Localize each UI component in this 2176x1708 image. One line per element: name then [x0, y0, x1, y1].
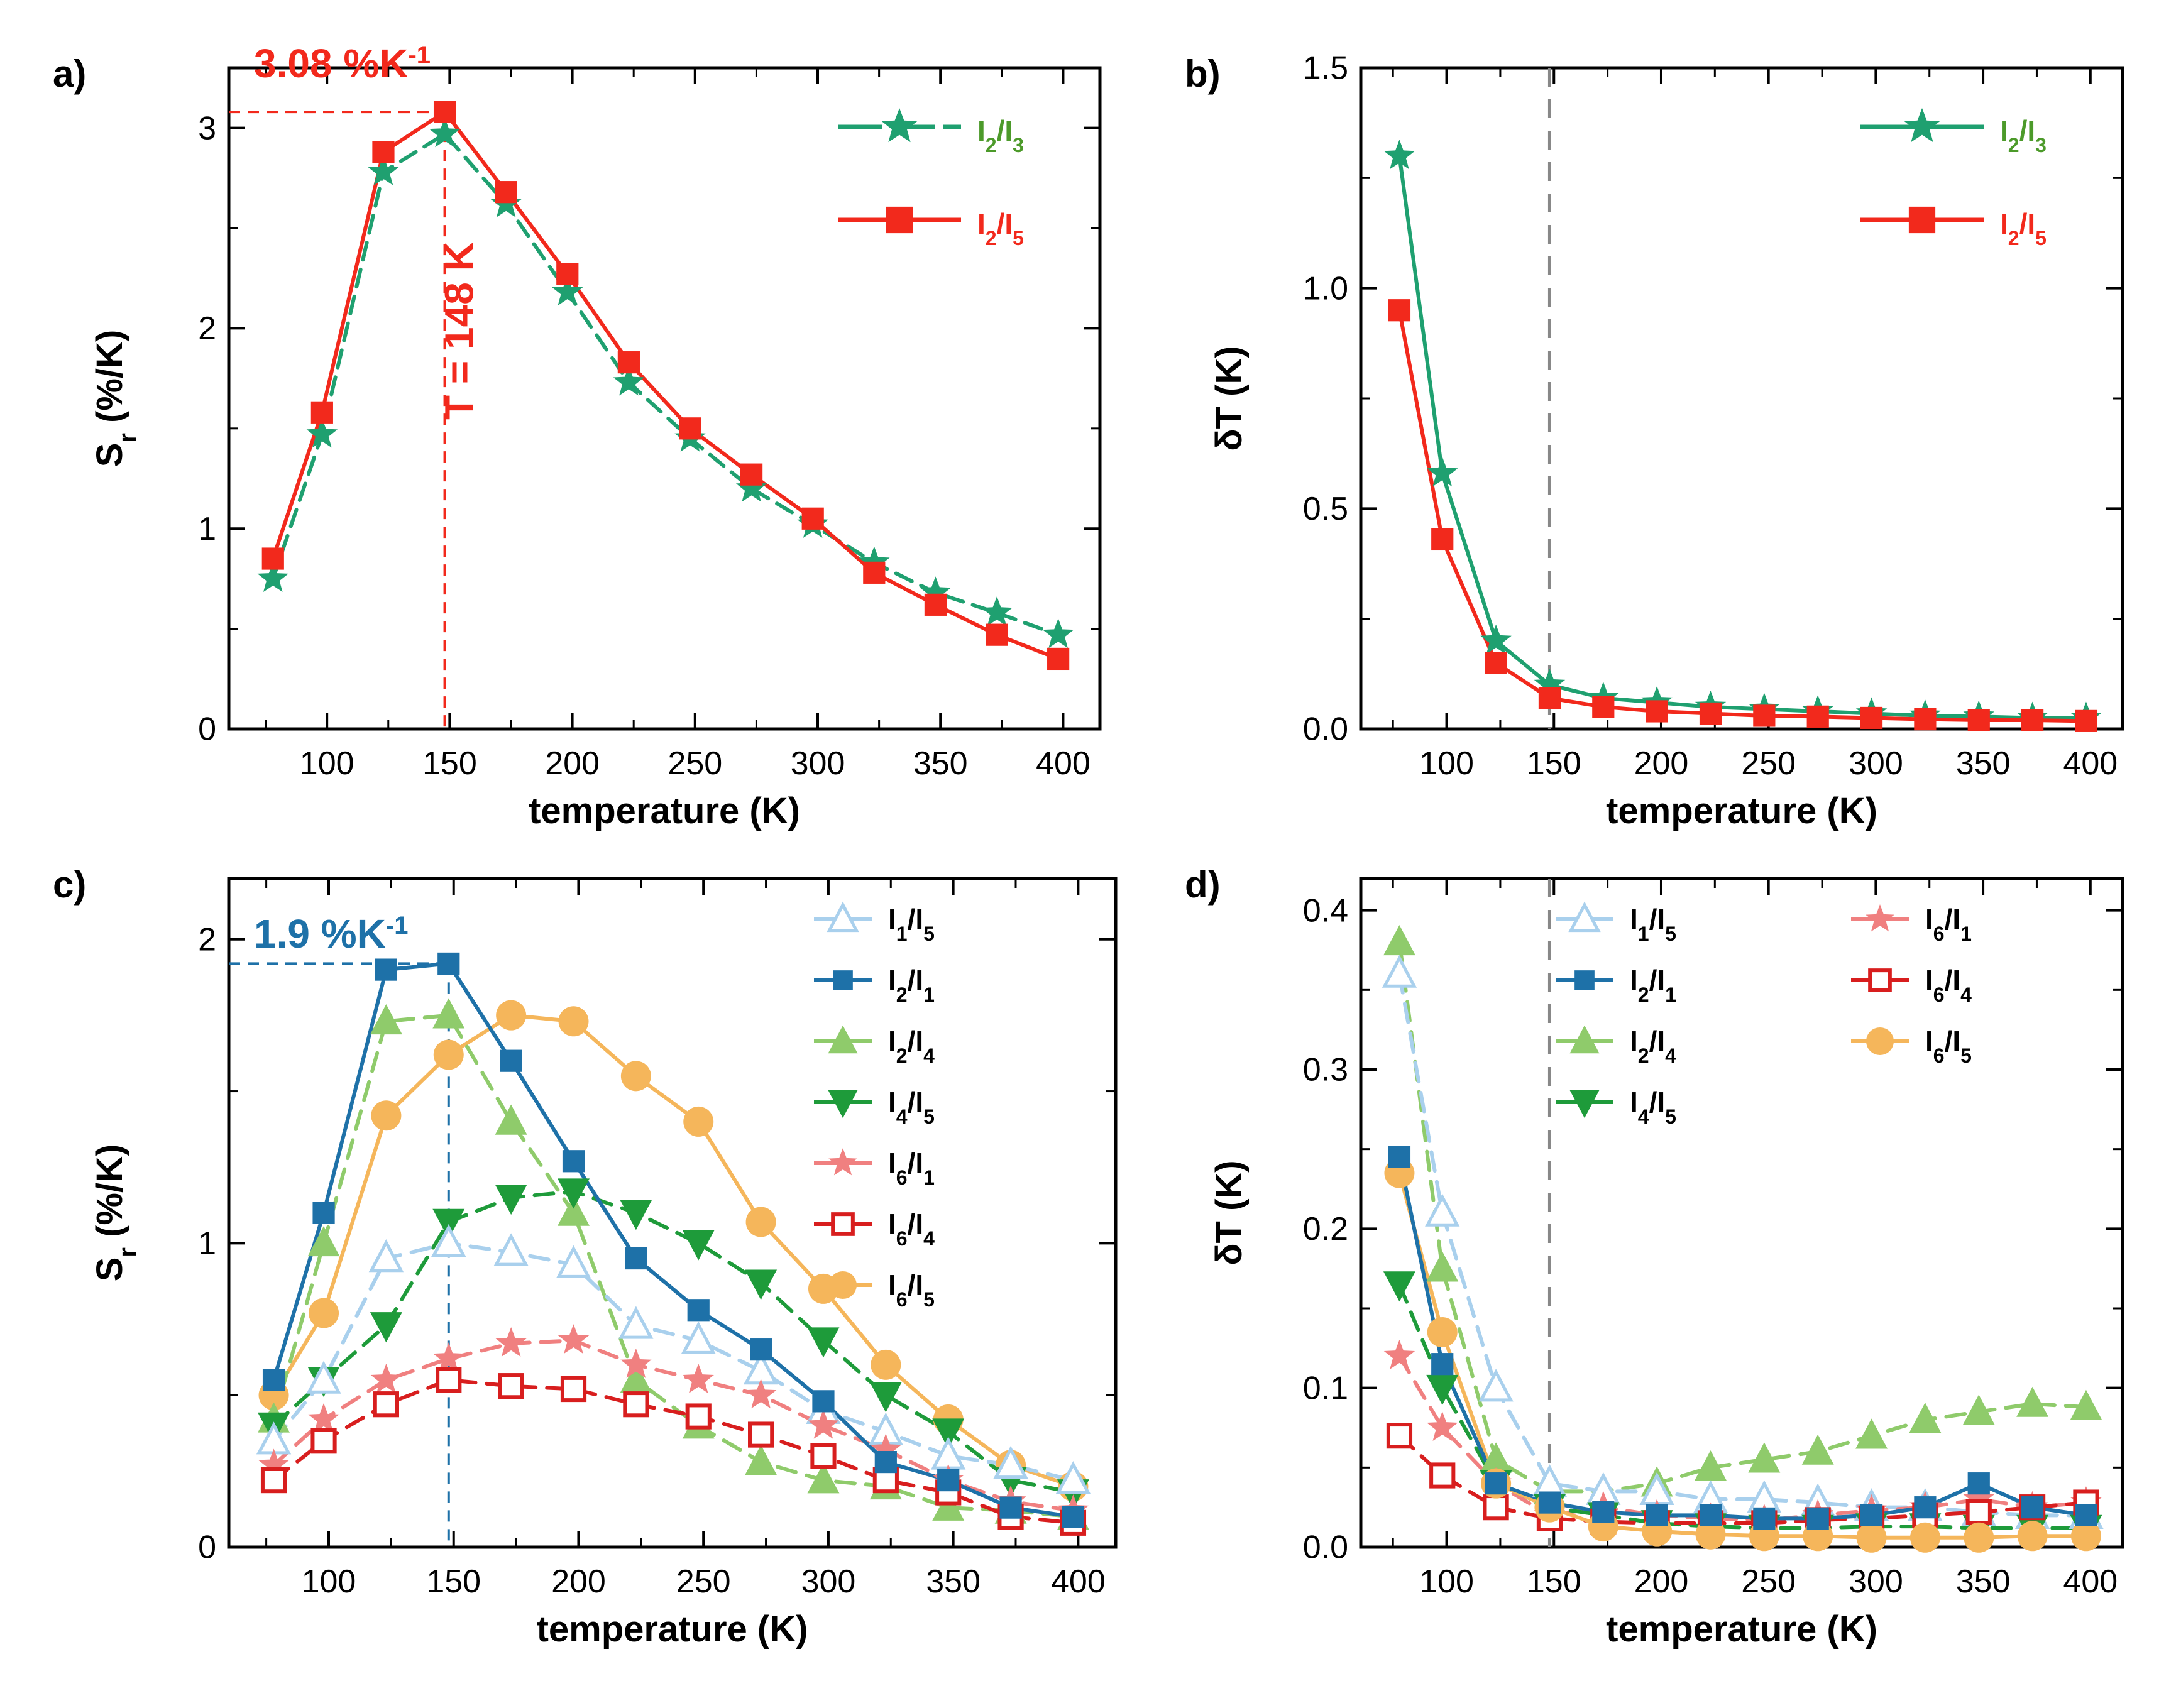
svg-text:δT (K): δT (K) — [1209, 1160, 1250, 1265]
svg-text:1: 1 — [198, 1225, 216, 1262]
svg-text:d): d) — [1185, 863, 1221, 906]
svg-text:0.1: 0.1 — [1303, 1370, 1348, 1406]
svg-text:T = 148 K: T = 148 K — [437, 242, 482, 420]
svg-text:350: 350 — [1956, 1563, 2011, 1600]
svg-text:400: 400 — [2063, 745, 2118, 782]
svg-text:300: 300 — [1849, 745, 1903, 782]
svg-text:a): a) — [53, 53, 86, 95]
svg-text:0: 0 — [198, 711, 216, 748]
svg-text:2: 2 — [198, 921, 216, 958]
svg-text:250: 250 — [676, 1563, 731, 1600]
svg-text:400: 400 — [1051, 1563, 1106, 1600]
svg-text:c): c) — [53, 863, 86, 906]
svg-text:150: 150 — [1527, 745, 1581, 782]
svg-text:3: 3 — [198, 110, 216, 146]
svg-text:temperature (K): temperature (K) — [529, 791, 800, 831]
svg-text:temperature (K): temperature (K) — [537, 1609, 808, 1650]
svg-text:200: 200 — [545, 745, 600, 782]
svg-text:250: 250 — [1741, 1563, 1796, 1600]
svg-text:300: 300 — [791, 745, 845, 782]
svg-text:0.5: 0.5 — [1303, 491, 1348, 527]
svg-text:150: 150 — [426, 1563, 481, 1600]
svg-text:0.0: 0.0 — [1303, 1530, 1348, 1566]
svg-text:350: 350 — [926, 1563, 981, 1600]
svg-text:100: 100 — [1419, 1563, 1474, 1600]
svg-text:100: 100 — [300, 745, 354, 782]
svg-text:400: 400 — [1036, 745, 1091, 782]
svg-text:0.3: 0.3 — [1303, 1052, 1348, 1088]
svg-text:δT (K): δT (K) — [1209, 346, 1250, 451]
svg-text:300: 300 — [801, 1563, 856, 1600]
svg-text:1.9 %K-1: 1.9 %K-1 — [254, 911, 408, 956]
svg-text:1.0: 1.0 — [1303, 270, 1348, 307]
svg-text:150: 150 — [1527, 1563, 1581, 1600]
svg-text:b): b) — [1185, 53, 1221, 95]
svg-text:100: 100 — [1419, 745, 1474, 782]
svg-text:400: 400 — [2063, 1563, 2118, 1600]
svg-text:100: 100 — [302, 1563, 356, 1600]
svg-text:0: 0 — [198, 1530, 216, 1566]
svg-text:250: 250 — [668, 745, 722, 782]
svg-text:350: 350 — [1956, 745, 2011, 782]
svg-text:3.08 %K-1: 3.08 %K-1 — [254, 41, 431, 86]
svg-text:200: 200 — [1634, 745, 1689, 782]
svg-text:200: 200 — [551, 1563, 606, 1600]
svg-text:2: 2 — [198, 310, 216, 347]
svg-text:0.0: 0.0 — [1303, 711, 1348, 748]
svg-text:250: 250 — [1741, 745, 1796, 782]
svg-text:temperature (K): temperature (K) — [1606, 1609, 1877, 1650]
svg-text:200: 200 — [1634, 1563, 1689, 1600]
svg-text:350: 350 — [913, 745, 968, 782]
svg-text:0.4: 0.4 — [1303, 892, 1348, 929]
svg-text:0.2: 0.2 — [1303, 1211, 1348, 1247]
svg-text:1: 1 — [198, 511, 216, 547]
svg-text:150: 150 — [422, 745, 477, 782]
svg-text:300: 300 — [1849, 1563, 1903, 1600]
svg-text:1.5: 1.5 — [1303, 50, 1348, 87]
svg-text:temperature (K): temperature (K) — [1606, 791, 1877, 831]
